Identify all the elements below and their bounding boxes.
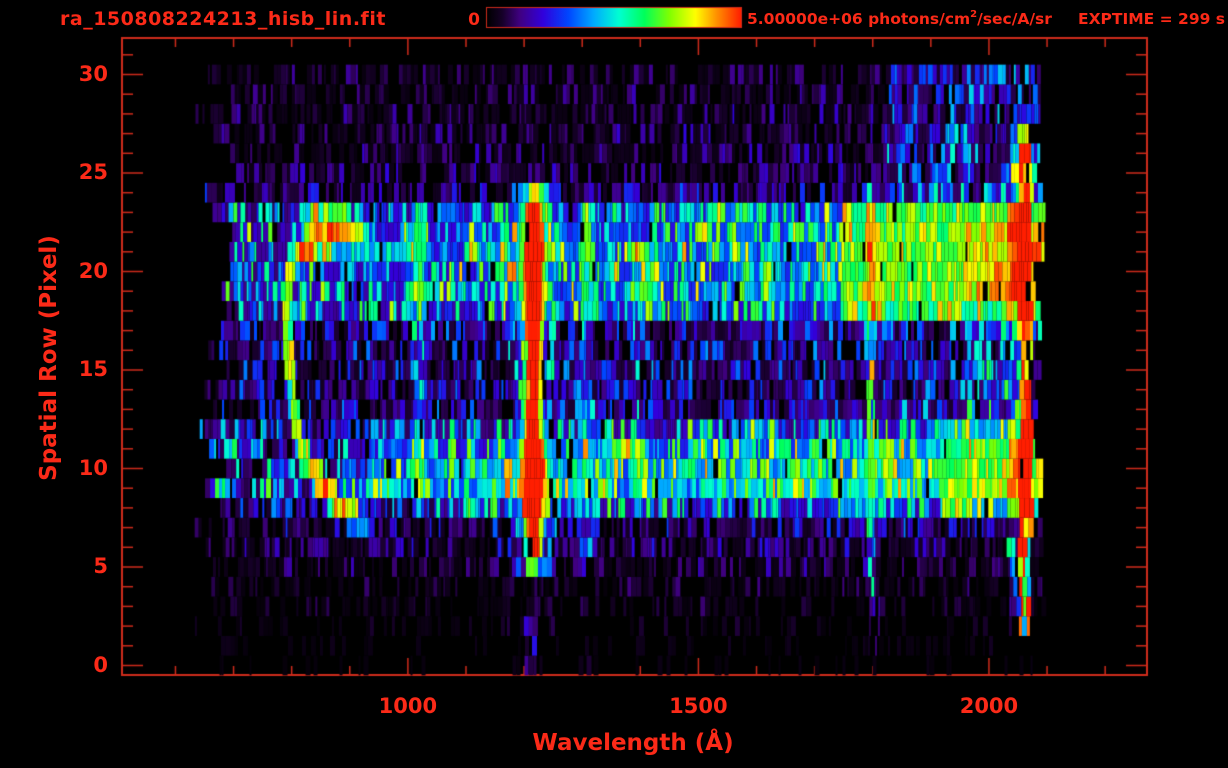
y-tick-label: 30 xyxy=(78,61,108,86)
colorbar-max-superscript: 2 xyxy=(970,9,978,20)
y-tick-label: 10 xyxy=(78,455,108,480)
x-tick-label: 1000 xyxy=(378,694,438,718)
fits-filename-title: ra_150808224213_hisb_lin.fit xyxy=(60,8,386,30)
colorbar-min-label: 0 xyxy=(468,10,480,30)
x-tick-label: 2000 xyxy=(959,694,1019,718)
y-tick-label: 5 xyxy=(93,554,108,578)
y-tick-label: 15 xyxy=(78,357,108,381)
y-tick-label: 20 xyxy=(78,258,108,283)
y-tick-label: 0 xyxy=(93,652,108,677)
colorbar-max-label: 5.00000e+06 photons/cm2/sec/A/sr xyxy=(747,9,1052,29)
colorbar-max-units: /sec/A/sr xyxy=(977,10,1052,29)
x-axis-title: Wavelength (Å) xyxy=(532,730,734,756)
x-tick-label: 1500 xyxy=(669,694,728,718)
y-axis-title: Spatial Row (Pixel) xyxy=(36,235,62,481)
exptime-label: EXPTIME = 299 s xyxy=(1078,10,1226,28)
colorbar-max-value: 5.00000e+06 photons/cm xyxy=(747,10,971,29)
y-tick-label: 25 xyxy=(78,160,108,184)
